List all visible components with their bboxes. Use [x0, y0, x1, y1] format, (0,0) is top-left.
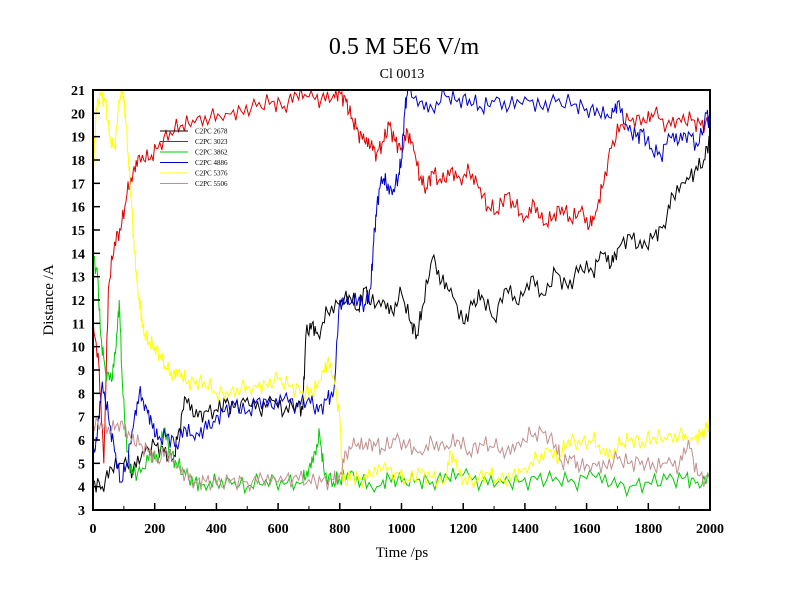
- series-line-c2pc-3862: [93, 253, 710, 498]
- y-tick-label: 17: [71, 177, 85, 192]
- x-tick-label: 1200: [449, 522, 477, 537]
- y-axis-label: Distance /A: [41, 264, 57, 335]
- y-tick-label: 21: [71, 84, 85, 99]
- x-tick-label: 200: [144, 522, 165, 537]
- y-tick-label: 15: [71, 224, 85, 239]
- x-tick-label: 2000: [696, 522, 724, 537]
- legend-label: C2PC 5376: [195, 170, 228, 178]
- x-tick-label: 1800: [634, 522, 662, 537]
- y-tick-label: 4: [78, 481, 85, 496]
- x-tick-label: 1000: [388, 522, 416, 537]
- y-tick-label: 18: [71, 154, 85, 169]
- y-tick-label: 10: [71, 341, 85, 356]
- y-tick-label: 7: [78, 411, 85, 426]
- legend-label: C2PC 3023: [195, 138, 228, 146]
- y-tick-label: 12: [71, 294, 85, 309]
- legend-label: C2PC 5506: [195, 180, 228, 188]
- legend-label: C2PC 3862: [195, 149, 228, 157]
- y-tick-label: 6: [78, 434, 85, 449]
- x-axis-ticks: 0 200 400 600 800 1000 1200 1400 1600 1800 2000: [90, 503, 724, 537]
- y-tick-label: 8: [78, 387, 85, 402]
- series-line-c2pc-2678: [93, 135, 710, 493]
- x-tick-label: 0: [90, 522, 97, 537]
- x-tick-label: 1400: [511, 522, 539, 537]
- series-line-c2pc-5376: [93, 90, 710, 489]
- y-tick-label: 3: [78, 504, 85, 519]
- plot-series-group: [93, 90, 710, 498]
- x-tick-label: 1600: [573, 522, 601, 537]
- legend-label: C2PC 2678: [195, 128, 228, 136]
- y-axis-ticks: 3 4 5 6 7 8 9 10 11 12 13 14 15 16 17 18 19 20 21: [71, 84, 100, 519]
- y-tick-label: 9: [78, 364, 85, 379]
- legend: C2PC 2678 C2PC 3023 C2PC 3862 C2PC 4886 C2PC…: [160, 128, 228, 188]
- series-line-c2pc-3023: [93, 90, 710, 464]
- y-tick-label: 19: [71, 131, 85, 146]
- y-tick-label: 20: [71, 107, 85, 122]
- y-tick-label: 13: [71, 271, 85, 286]
- series-line-c2pc-5506: [93, 416, 710, 493]
- x-axis-label: Time /ps: [376, 545, 429, 561]
- y-tick-label: 16: [71, 201, 85, 216]
- legend-label: C2PC 4886: [195, 159, 228, 167]
- series-line-c2pc-4886: [93, 90, 710, 483]
- x-tick-label: 600: [268, 522, 289, 537]
- x-tick-label: 400: [206, 522, 227, 537]
- y-tick-label: 11: [72, 317, 85, 332]
- chart-subtitle: Cl 0013: [380, 67, 425, 82]
- y-tick-label: 5: [78, 457, 85, 472]
- y-tick-label: 14: [71, 247, 85, 262]
- x-tick-label: 800: [329, 522, 350, 537]
- chart-title: 0.5 M 5E6 V/m: [329, 34, 480, 60]
